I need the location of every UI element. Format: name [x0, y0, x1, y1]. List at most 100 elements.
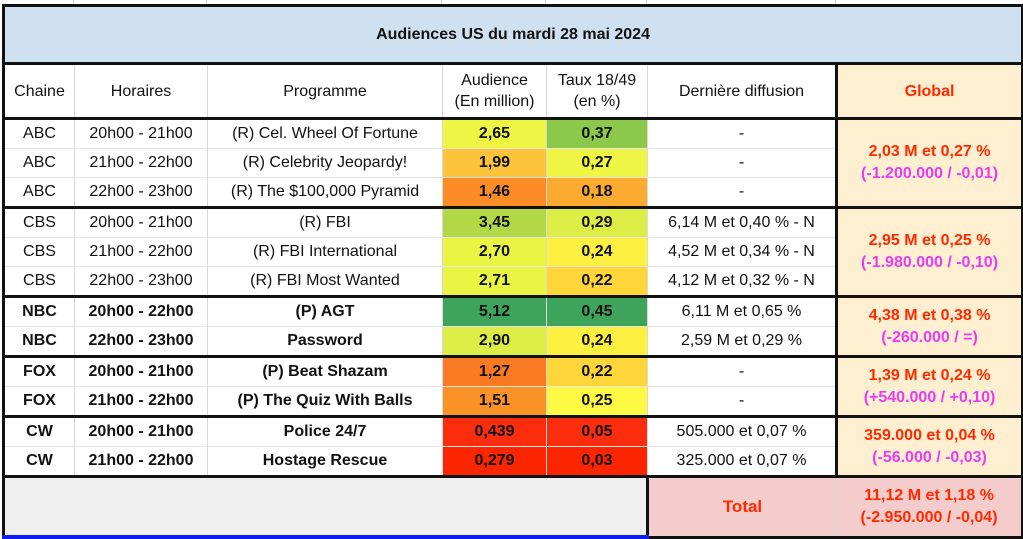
time-slot-cell: 22h00 - 23h00 [74, 266, 208, 297]
global-audience: 2,03 M et 0,27 % [868, 143, 991, 160]
global-difference: (-1.980.000 / -0,10) [861, 254, 999, 271]
program-cell: (P) Beat Shazam [207, 355, 443, 387]
channel-cell: NBC [2, 295, 75, 327]
program-cell: (R) FBI Most Wanted [207, 266, 443, 297]
channel-cell: ABC [2, 148, 75, 178]
header-audience: Audience (En million) [442, 63, 547, 119]
channel-cell: ABC [2, 177, 75, 208]
global-difference: (-260.000 / =) [881, 328, 978, 346]
rating-cell: 0,45 [546, 295, 648, 327]
last-broadcast-cell: - [647, 355, 837, 387]
global-difference: (-56.000 / -0,03) [872, 448, 987, 466]
time-slot-cell: 20h00 - 21h00 [74, 415, 208, 447]
total-row: Total 11,12 M et 1,18 % (-2.950.000 / -0,0… [2, 475, 1023, 539]
rating-cell: 0,25 [546, 386, 648, 417]
header-taux-line1: Taux 18/49 [557, 72, 637, 89]
last-broadcast-cell: - [647, 117, 837, 149]
rating-cell: 0,22 [546, 266, 648, 297]
channel-cell: CBS [2, 206, 75, 238]
network-global-cell: 359.000 et 0,04 % (-56.000 / -0,03) [834, 415, 1023, 477]
total-audience: 11,12 M et 1,18 % [864, 486, 994, 504]
program-cell: (R) FBI [207, 206, 443, 238]
audience-cell: 2,71 [442, 266, 547, 297]
audience-cell: 2,90 [442, 326, 547, 357]
empty-total-area [2, 475, 648, 539]
audience-cell: 2,65 [442, 117, 547, 149]
audience-cell: 1,27 [442, 355, 547, 387]
audience-cell: 5,12 [442, 295, 547, 327]
rating-cell: 0,22 [546, 355, 648, 387]
table-row: FOX 20h00 - 21h00 (P) Beat Shazam 1,27 0,22-… [2, 355, 1023, 417]
table-row: NBC 22h00 - 23h00 Password 2,90 0,24 2,59 M e… [2, 326, 1023, 357]
global-difference: (-1.200.000 / -0,01) [861, 165, 999, 182]
program-cell: Hostage Rescue [207, 446, 443, 477]
audience-cell: 1,46 [442, 177, 547, 208]
time-slot-cell: 20h00 - 21h00 [74, 206, 208, 238]
program-cell: Password [207, 326, 443, 357]
rating-cell: 0,05 [546, 415, 648, 447]
global-audience: 4,38 M et 0,38 % [868, 306, 991, 324]
program-cell: (R) Celebrity Jeopardy! [207, 148, 443, 178]
total-label: Total [646, 475, 837, 539]
audience-cell: 0,439 [442, 415, 547, 447]
channel-cell: FOX [2, 386, 75, 417]
rating-cell: 0,24 [546, 237, 648, 267]
time-slot-cell: 21h00 - 22h00 [74, 386, 208, 417]
audience-table: Audiences US du mardi 28 mai 2024 Chaine… [1, 4, 1023, 539]
time-slot-cell: 20h00 - 21h00 [74, 355, 208, 387]
channel-cell: ABC [2, 117, 75, 149]
last-broadcast-cell: - [647, 148, 837, 178]
program-cell: (R) The $100,000 Pyramid [207, 177, 443, 208]
network-global-cell: 4,38 M et 0,38 % (-260.000 / =) [834, 295, 1023, 357]
network-global-cell: 1,39 M et 0,24 % (+540.000 / +0,10) [834, 355, 1023, 417]
last-broadcast-cell: 505.000 et 0,07 % [647, 415, 837, 447]
global-audience: 359.000 et 0,04 % [864, 426, 995, 444]
rating-cell: 0,18 [546, 177, 648, 208]
time-slot-cell: 21h00 - 22h00 [74, 446, 208, 477]
rating-cell: 0,03 [546, 446, 648, 477]
header-global: Global [834, 63, 1023, 119]
header-chaine: Chaine [2, 63, 75, 119]
program-cell: (P) AGT [207, 295, 443, 327]
time-slot-cell: 21h00 - 22h00 [74, 237, 208, 267]
time-slot-cell: 22h00 - 23h00 [74, 177, 208, 208]
audience-cell: 0,279 [442, 446, 547, 477]
header-audience-line1: Audience [461, 72, 528, 89]
channel-cell: CW [2, 415, 75, 447]
last-broadcast-cell: 325.000 et 0,07 % [647, 446, 837, 477]
last-broadcast-cell: 4,52 M et 0,34 % - N [647, 237, 837, 267]
header-derniere-diffusion: Dernière diffusion [647, 63, 837, 119]
rating-cell: 0,24 [546, 326, 648, 357]
rating-cell: 0,37 [546, 117, 648, 149]
network-global-cell: 2,03 M et 0,27 % (-1.200.000 / -0,01) [834, 117, 1023, 208]
table-row: NBC 20h00 - 22h00 (P) AGT 5,12 0,45 6,11 M et… [2, 295, 1023, 357]
header-horaires: Horaires [74, 63, 208, 119]
table-row: ABC 20h00 - 21h00 (R) Cel. Wheel Of Fortun… [2, 117, 1023, 208]
channel-cell: NBC [2, 326, 75, 357]
table-row: CBS 22h00 - 23h00 (R) FBI Most Wanted 2,71 0… [2, 266, 1023, 297]
table-row: ABC 21h00 - 22h00 (R) Celebrity Jeopardy! 1… [2, 148, 1023, 178]
global-audience: 2,95 M et 0,25 % [868, 232, 991, 249]
table-row: ABC 22h00 - 23h00 (R) The $100,000 Pyramid… [2, 177, 1023, 208]
rating-cell: 0,27 [546, 148, 648, 178]
header-taux: Taux 18/49 (en %) [546, 63, 648, 119]
channel-cell: FOX [2, 355, 75, 387]
global-difference: (+540.000 / +0,10) [863, 388, 996, 406]
rating-cell: 0,29 [546, 206, 648, 238]
sheet-gridlines [0, 0, 1023, 5]
program-cell: Police 24/7 [207, 415, 443, 447]
header-audience-line2: (En million) [454, 93, 535, 110]
audience-cell: 1,51 [442, 386, 547, 417]
last-broadcast-cell: 2,59 M et 0,29 % [647, 326, 837, 357]
program-cell: (R) FBI International [207, 237, 443, 267]
last-broadcast-cell: 6,11 M et 0,65 % [647, 295, 837, 327]
last-broadcast-cell: - [647, 386, 837, 417]
table-title: Audiences US du mardi 28 mai 2024 [1, 4, 1023, 65]
table-row: CW 21h00 - 22h00 Hostage Rescue 0,279 0,03 32… [2, 446, 1023, 477]
program-cell: (R) Cel. Wheel Of Fortune [207, 117, 443, 149]
time-slot-cell: 20h00 - 22h00 [74, 295, 208, 327]
audience-cell: 2,70 [442, 237, 547, 267]
total-value: 11,12 M et 1,18 % (-2.950.000 / -0,04) [835, 475, 1023, 539]
global-audience: 1,39 M et 0,24 % [868, 366, 991, 384]
channel-cell: CW [2, 446, 75, 477]
